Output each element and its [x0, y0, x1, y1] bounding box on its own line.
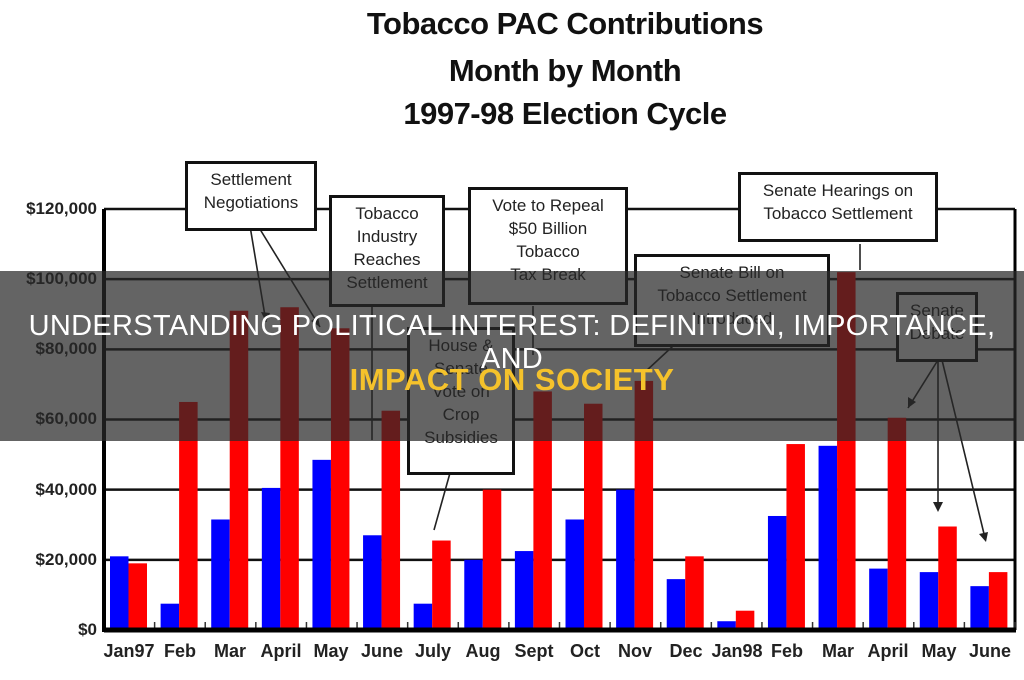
annotation-text: Tobacco Settlement: [763, 204, 913, 223]
bar-blue: [869, 568, 888, 630]
y-tick-40000: $40,000: [35, 480, 97, 499]
chart-subtitle: Month by Month: [448, 53, 682, 88]
annotation-settlement-negotiations: Settlement Negotiations: [185, 161, 317, 231]
annotation-text: Tobacco: [355, 204, 419, 223]
bar-red: [584, 403, 603, 630]
x-tick-label: Mar: [821, 641, 854, 661]
annotation-text: Negotiations: [203, 193, 299, 212]
chart-title: Tobacco PAC Contributions: [366, 6, 764, 41]
bar-red: [735, 610, 755, 630]
bar-red: [887, 417, 907, 630]
x-tick-label: May: [313, 641, 349, 661]
x-tick-label: April: [260, 641, 302, 661]
bar-red: [634, 380, 654, 630]
y-tick-0: $0: [78, 620, 97, 639]
bar-blue: [160, 603, 180, 630]
bar-red: [938, 526, 957, 630]
bar-red: [786, 444, 805, 630]
annotation-text: Tobacco: [516, 242, 580, 261]
bar-blue: [616, 489, 635, 630]
bar-blue: [919, 572, 939, 630]
bar-red: [179, 401, 198, 630]
bar-red: [432, 540, 451, 630]
x-tick-label: Feb: [163, 641, 196, 661]
x-tick-label: July: [414, 641, 452, 661]
annotation-text: Vote to Repeal: [492, 196, 604, 215]
x-tick-label: Jan97: [103, 641, 155, 661]
annotation-text: Settlement: [210, 170, 292, 189]
headline-overlay-band: [0, 271, 1024, 441]
bar-red: [988, 572, 1008, 630]
y-tick-120000: $120,000: [26, 199, 97, 218]
bar-blue: [666, 579, 686, 630]
bar-blue: [413, 603, 433, 630]
bar-blue: [970, 586, 989, 630]
bar-red: [685, 556, 704, 630]
bar-blue: [110, 556, 129, 630]
x-tick-label: June: [360, 641, 403, 661]
bar-blue: [818, 445, 838, 630]
bar-blue: [717, 621, 736, 630]
annotation-text: Reaches: [353, 250, 421, 269]
bar-red: [381, 410, 401, 630]
bar-blue: [261, 487, 281, 630]
x-tick-label: May: [921, 641, 957, 661]
y-tick-20000: $20,000: [35, 550, 97, 569]
x-tick-label: Dec: [669, 641, 703, 661]
headline-line-1: UNDERSTANDING POLITICAL INTEREST: DEFINI…: [28, 310, 996, 375]
x-tick-label: Nov: [617, 641, 652, 661]
x-tick-label: Oct: [569, 641, 600, 661]
bar-blue: [767, 515, 787, 630]
bar-red: [482, 489, 502, 630]
annotation-text: Senate Hearings on: [762, 181, 914, 200]
annotation-text: Industry: [356, 227, 418, 246]
annotation-text: $50 Billion: [508, 219, 588, 238]
x-tick-label: Jan98: [711, 641, 763, 661]
x-tick-label: April: [867, 641, 909, 661]
bar-blue: [464, 559, 483, 630]
annotation-senate-hearings: Senate Hearings on Tobacco Settlement: [738, 172, 938, 242]
bar-blue: [312, 459, 331, 630]
chart-subtitle-cycle: 1997-98 Election Cycle: [403, 96, 727, 131]
bar-red: [533, 391, 552, 630]
bar-red: [128, 563, 147, 630]
x-tick-label: June: [968, 641, 1011, 661]
bar-series: [104, 272, 1016, 633]
x-tick-label: Aug: [465, 641, 501, 661]
bar-blue: [565, 519, 584, 630]
bar-blue: [363, 535, 382, 630]
bar-blue: [211, 519, 230, 630]
headline-line-2: IMPACT ON SOCIETY: [349, 362, 675, 397]
bar-blue: [514, 551, 534, 630]
x-tick-label: Feb: [770, 641, 803, 661]
x-tick-label: Mar: [213, 641, 246, 661]
x-tick-label: Sept: [514, 641, 554, 661]
